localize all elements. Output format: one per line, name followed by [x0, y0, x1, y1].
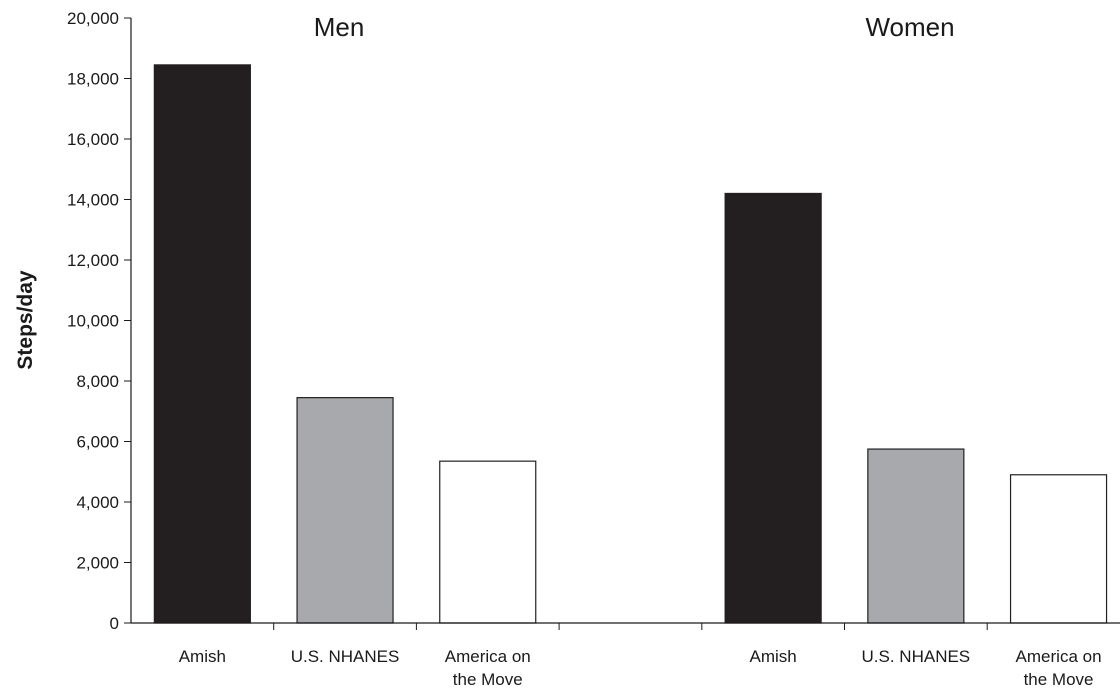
bars [153, 64, 1108, 624]
bar [296, 397, 394, 624]
y-tick-label: 0 [110, 614, 119, 633]
bar [439, 460, 537, 624]
bar [867, 448, 965, 624]
y-tick-label: 10,000 [67, 312, 119, 331]
axes [130, 18, 1120, 630]
y-tick-label: 20,000 [67, 9, 119, 28]
group-title: Women [865, 12, 954, 42]
y-axis-label: Steps/day [14, 270, 37, 370]
y-tick-label: 2,000 [76, 554, 119, 573]
x-category-label: America on the Move [1016, 647, 1102, 689]
x-category-label: U.S. NHANES [291, 647, 400, 666]
y-tick-label: 6,000 [76, 433, 119, 452]
bar [1009, 474, 1108, 624]
y-tick-label: 4,000 [76, 493, 119, 512]
y-axis-ticks: 0 2,000 4,000 6,000 8,000 10,000 12,000 14,000 1… [67, 9, 131, 633]
x-category-label: Amish [179, 647, 226, 666]
bar [153, 64, 251, 624]
x-axis-labels: Amish U.S. NHANES America on the Move Amish U… [179, 647, 1102, 689]
x-category-label: U.S. NHANES [862, 647, 971, 666]
y-tick-label: 18,000 [67, 70, 119, 89]
group-title: Men [314, 12, 365, 42]
y-tick-label: 8,000 [76, 372, 119, 391]
y-tick-label: 14,000 [67, 191, 119, 210]
x-category-label: America on the Move [445, 647, 531, 689]
x-category-label: Amish [750, 647, 797, 666]
bar [724, 192, 822, 624]
y-tick-label: 12,000 [67, 251, 119, 270]
y-tick-label: 16,000 [67, 130, 119, 149]
group-titles: Men Women [314, 12, 955, 42]
